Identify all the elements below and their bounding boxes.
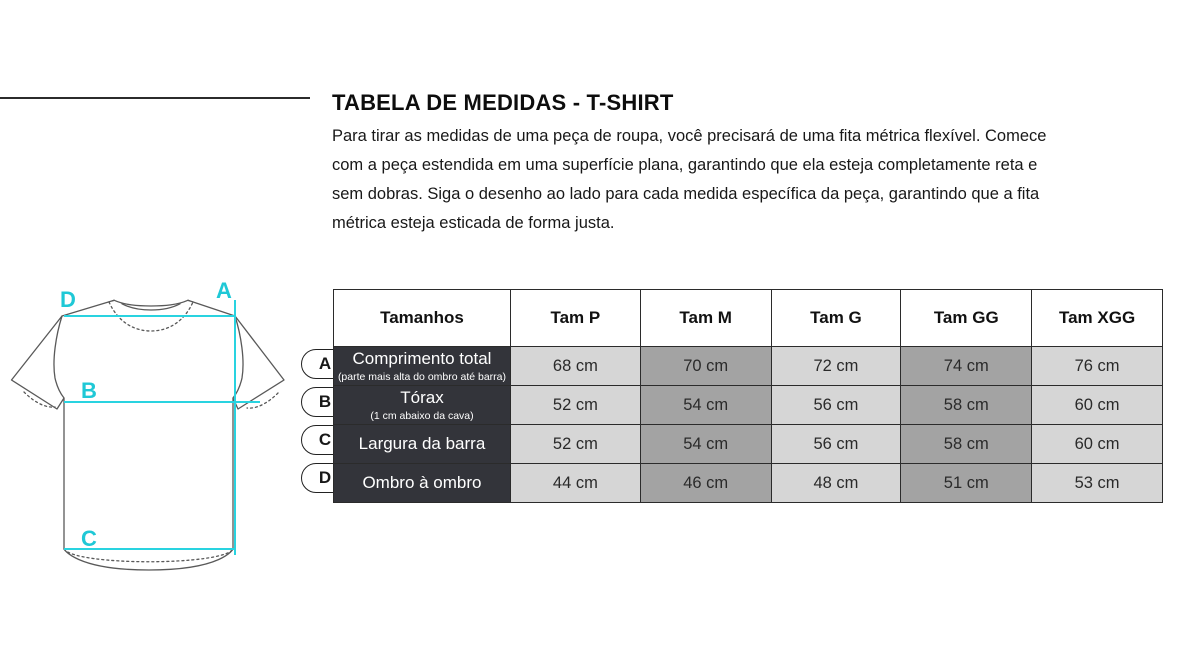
svg-text:D: D	[60, 287, 76, 312]
svg-text:B: B	[81, 378, 97, 403]
svg-text:A: A	[216, 278, 232, 303]
svg-text:C: C	[81, 526, 97, 551]
